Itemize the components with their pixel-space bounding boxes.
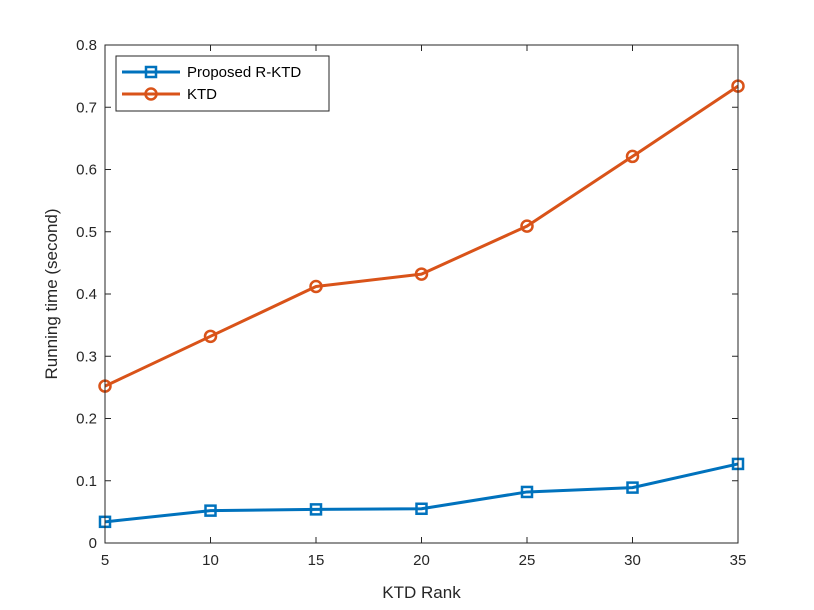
y-axis-title: Running time (second) <box>42 208 61 379</box>
tick-labels: 5 10 15 20 25 30 35 0 0.1 0.2 0.3 0.4 0.5 0.6 0.7 0.8 <box>76 37 746 569</box>
x-axis-title: KTD Rank <box>382 583 461 602</box>
plot-border <box>104 44 739 544</box>
x-tick-label: 10 <box>202 552 219 569</box>
data-point-proposed-r-ktd <box>520 485 534 499</box>
x-tick-label: 20 <box>413 552 430 569</box>
legend-label-proposed: Proposed R-KTD <box>187 64 301 81</box>
data-point-ktd <box>414 267 429 281</box>
data-point-proposed-r-ktd <box>309 503 323 516</box>
data-point-ktd <box>309 279 323 294</box>
legend: Proposed R-KTD KTD <box>115 55 330 112</box>
y-tick-label: 0.5 <box>76 224 97 241</box>
x-tick-label: 5 <box>101 552 109 569</box>
y-tick-label: 0.7 <box>76 99 97 116</box>
data-point-proposed-r-ktd <box>626 481 639 494</box>
series-line-ktd <box>104 84 739 388</box>
data-point-proposed-r-ktd <box>415 502 428 516</box>
y-tick-label: 0 <box>89 535 97 552</box>
legend-marker-proposed <box>144 65 158 79</box>
y-tick-label: 0.2 <box>76 411 97 428</box>
series-layer <box>98 79 745 529</box>
plot-area <box>105 45 738 543</box>
y-tick-label: 0.4 <box>76 286 97 303</box>
data-point-ktd <box>203 329 218 344</box>
y-tick-label: 0.3 <box>76 348 97 365</box>
data-point-ktd <box>520 219 534 233</box>
x-tick-label: 15 <box>308 552 325 569</box>
legend-box <box>115 55 330 112</box>
data-point-ktd <box>625 149 640 164</box>
y-tick-label: 0.1 <box>76 473 97 490</box>
series-line-proposed-r-ktd <box>104 462 739 524</box>
legend-label-ktd: KTD <box>187 86 217 103</box>
data-point-proposed-r-ktd <box>204 504 217 517</box>
y-tick-label: 0.8 <box>76 37 97 54</box>
legend-marker-ktd <box>144 87 158 101</box>
x-tick-label: 30 <box>624 552 641 569</box>
x-tick-label: 25 <box>519 552 536 569</box>
x-tick-label: 35 <box>730 552 747 569</box>
y-tick-label: 0.6 <box>76 162 97 179</box>
